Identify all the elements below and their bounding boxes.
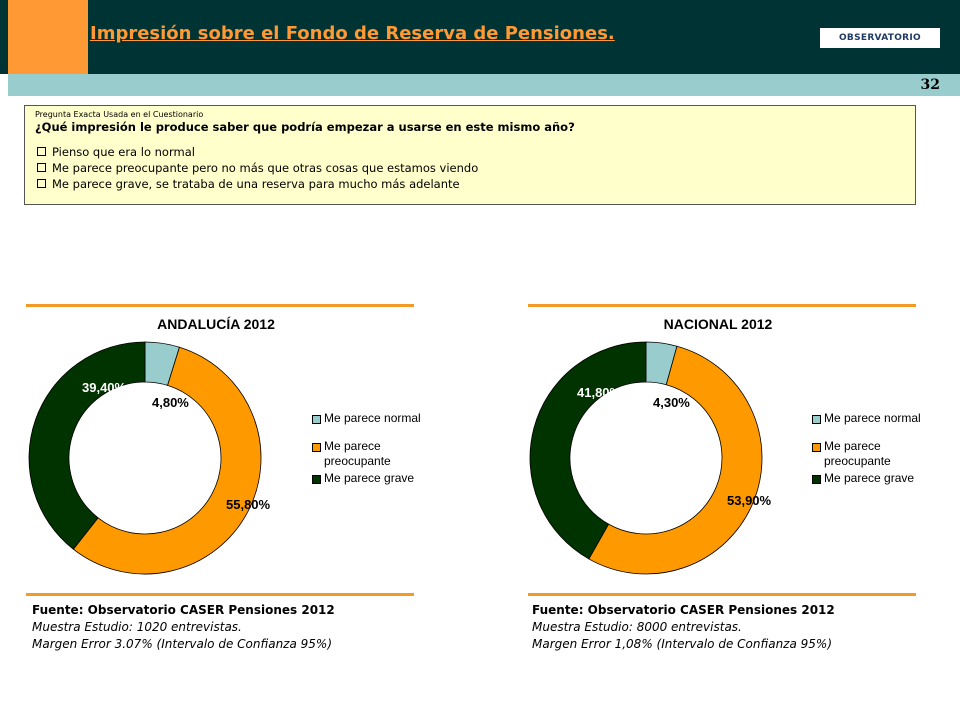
margin-line: Margen Error 1,08% (Intervalo de Confian… <box>532 637 832 651</box>
checkbox-icon <box>37 163 46 172</box>
legend-label: Me parece preocupante <box>324 439 391 468</box>
chart-title-nacional: NACIONAL 2012 <box>663 316 773 332</box>
legend-swatch <box>812 415 821 424</box>
data-label: 41,80% <box>577 385 622 400</box>
sample-line: Muestra Estudio: 1020 entrevistas. <box>32 620 242 634</box>
legend-swatch <box>812 443 821 452</box>
legend-label: Me parece normal <box>824 411 921 425</box>
question-box: Pregunta Exacta Usada en el Cuestionario… <box>24 105 916 205</box>
donut-slice <box>588 345 763 575</box>
legend-nacional: Me parece normal Me parece preocupante Me … <box>812 411 922 495</box>
question-option: Me parece grave, se trataba de una reser… <box>35 176 905 192</box>
question-option-label: Pienso que era lo normal <box>52 145 195 159</box>
question-option: Me parece preocupante pero no más que ot… <box>35 160 905 176</box>
panel-bottom-rule-right <box>528 593 916 596</box>
donut-chart-nacional: 4,30% 53,90% 41,80% <box>529 341 772 575</box>
question-option-label: Me parece grave, se trataba de una reser… <box>52 177 460 191</box>
legend-swatch <box>312 415 321 424</box>
legend-label: Me parece grave <box>824 471 915 485</box>
page-title: Impresión sobre el Fondo de Reserva de P… <box>90 23 615 44</box>
panel-top-rule-right <box>528 304 916 307</box>
question-option: Pienso que era lo normal <box>35 144 905 160</box>
header-band <box>8 74 960 96</box>
source-line: Fuente: Observatorio CASER Pensiones 201… <box>32 603 335 617</box>
legend-swatch <box>812 475 821 484</box>
sample-line: Muestra Estudio: 8000 entrevistas. <box>532 620 742 634</box>
question-caption: Pregunta Exacta Usada en el Cuestionario <box>35 110 204 119</box>
donut-chart-andalucia: 4,80% 55,80% 39,40% <box>28 341 271 575</box>
source-line: Fuente: Observatorio CASER Pensiones 201… <box>532 603 835 617</box>
data-label: 53,90% <box>727 493 772 508</box>
chart-title-andalucia: ANDALUCÍA 2012 <box>157 316 275 332</box>
observatorio-logo: OBSERVATORIO <box>820 28 940 48</box>
donut-slice <box>28 341 146 550</box>
panel-top-rule-left <box>26 304 414 307</box>
donut-slice <box>529 341 647 560</box>
source-note-nacional: Fuente: Observatorio CASER Pensiones 201… <box>532 602 835 653</box>
checkbox-icon <box>37 179 46 188</box>
legend-swatch <box>312 475 321 484</box>
legend-andalucia: Me parece normal Me parece preocupante Me … <box>312 411 422 495</box>
header-bar <box>0 0 960 74</box>
question-text: ¿Qué impresión le produce saber que podr… <box>35 120 575 134</box>
legend-swatch <box>312 443 321 452</box>
page-number: 32 <box>920 77 940 93</box>
data-label: 4,80% <box>152 395 189 410</box>
source-note-andalucia: Fuente: Observatorio CASER Pensiones 201… <box>32 602 335 653</box>
logo-text: OBSERVATORIO <box>838 33 921 43</box>
checkbox-icon <box>37 147 46 156</box>
legend-label: Me parece normal <box>324 411 421 425</box>
data-label: 39,40% <box>82 380 127 395</box>
donut-slice <box>72 346 262 575</box>
margin-line: Margen Error 3.07% (Intervalo de Confian… <box>32 637 332 651</box>
panel-bottom-rule-left <box>26 593 414 596</box>
data-label: 55,80% <box>226 497 271 512</box>
legend-label: Me parece preocupante <box>824 439 891 468</box>
header-accent-block <box>8 0 88 74</box>
data-label: 4,30% <box>653 395 690 410</box>
legend-label: Me parece grave <box>324 471 415 485</box>
question-option-label: Me parece preocupante pero no más que ot… <box>52 161 479 175</box>
